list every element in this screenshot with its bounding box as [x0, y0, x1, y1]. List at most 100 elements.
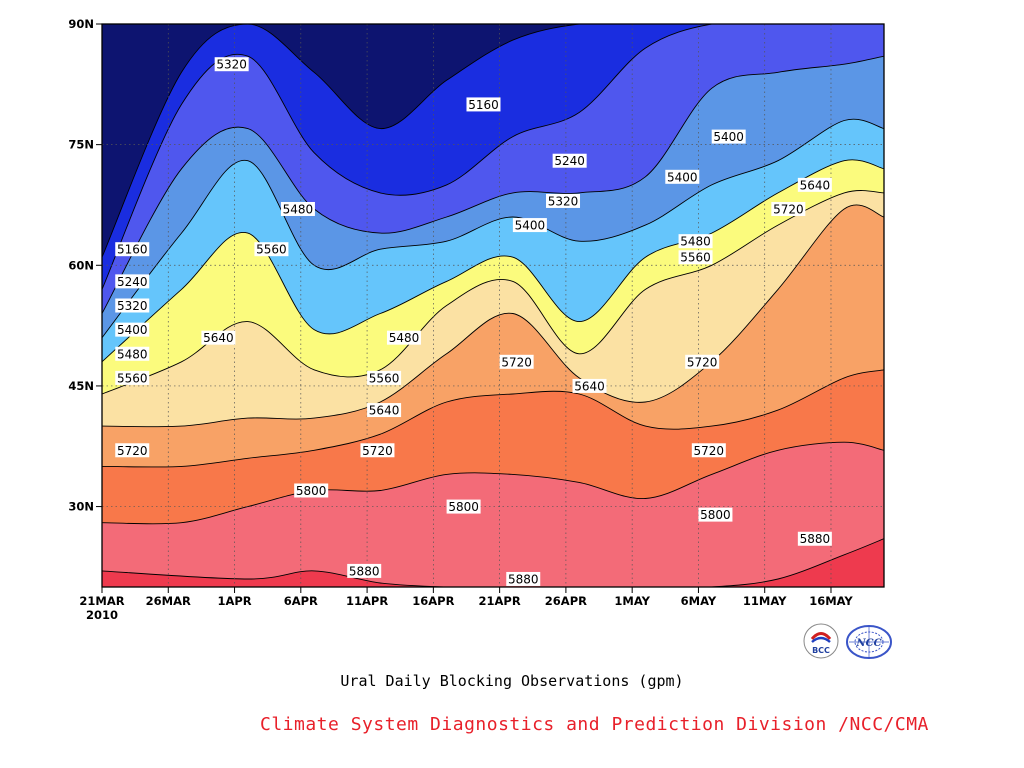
- contour-label-text: 5880: [508, 572, 539, 586]
- contour-label: 5400: [711, 129, 746, 144]
- contour-label-bg: [115, 322, 150, 337]
- x-tick-label: 6MAY: [681, 594, 717, 608]
- contour-label-bg: [214, 57, 249, 72]
- x-tick-label: 26MAR: [146, 594, 191, 608]
- contour-label-text: 5400: [515, 219, 546, 233]
- contour-label-bg: [201, 330, 236, 345]
- bcc-logo: BCC: [802, 622, 840, 664]
- y-tick-label: 45N: [68, 379, 94, 393]
- contour-label-bg: [367, 403, 402, 418]
- contour-label: 5560: [678, 250, 713, 265]
- y-tick-label: 75N: [68, 138, 94, 152]
- contour-label-text: 5400: [667, 170, 698, 184]
- x-tick-label: 21MAR: [79, 594, 124, 608]
- contour-line: [102, 190, 884, 395]
- contour-label-text: 5240: [554, 154, 585, 168]
- contour-band: [102, 24, 884, 290]
- contour-label: 5400: [512, 218, 547, 233]
- contour-label-text: 5320: [117, 299, 148, 313]
- contour-label: 5480: [280, 201, 315, 216]
- contour-label-text: 5480: [680, 235, 711, 249]
- contour-label-text: 5720: [694, 444, 725, 458]
- contour-label-bg: [546, 193, 581, 208]
- contour-label: 5880: [797, 531, 832, 546]
- contour-label-bg: [771, 201, 806, 216]
- contour-line: [102, 159, 884, 363]
- contour-label: 5480: [386, 330, 421, 345]
- contour-label: 5720: [360, 443, 395, 458]
- chart-footer: Climate System Diagnostics and Predictio…: [260, 714, 929, 735]
- contour-label-bg: [572, 378, 607, 393]
- contour-label-text: 5480: [389, 331, 420, 345]
- contour-label-bg: [115, 242, 150, 257]
- contour-line: [102, 55, 884, 314]
- contour-label: 5400: [115, 322, 150, 337]
- contour-label-text: 5640: [203, 331, 234, 345]
- x-year-label: 2010: [86, 608, 118, 622]
- contour-label-text: 5720: [687, 355, 718, 369]
- x-tick-label: 11MAY: [743, 594, 787, 608]
- contour-label: 5240: [115, 274, 150, 289]
- contour-label-text: 5160: [117, 243, 148, 257]
- contour-band: [102, 24, 884, 258]
- contour-label-text: 5640: [369, 404, 400, 418]
- x-tick-label: 1MAY: [614, 594, 650, 608]
- contour-label-text: 5560: [256, 243, 287, 257]
- contour-label-text: 5560: [117, 371, 148, 385]
- x-tick-label: 16APR: [412, 594, 454, 608]
- contour-label: 5640: [367, 403, 402, 418]
- contour-label: 5480: [678, 234, 713, 249]
- contour-label-text: 5320: [548, 194, 579, 208]
- contour-label-bg: [797, 177, 832, 192]
- contour-label: 5720: [499, 354, 534, 369]
- x-axis: 21MAR 26MAR 1APR 6APR 11APR 16APR 21APR 26APR 1M…: [79, 587, 853, 622]
- contour-label: 5880: [506, 571, 541, 586]
- y-tick-label: 90N: [68, 17, 94, 31]
- x-tick-label: 16MAY: [809, 594, 853, 608]
- contour-label-text: 5800: [700, 508, 731, 522]
- y-tick-label: 30N: [68, 500, 94, 514]
- x-tick-label: 6APR: [284, 594, 318, 608]
- contour-label-bg: [360, 443, 395, 458]
- x-tick-label: 11APR: [346, 594, 388, 608]
- contour-label: 5720: [115, 443, 150, 458]
- contour-label-bg: [691, 443, 726, 458]
- x-tick-label: 1APR: [217, 594, 251, 608]
- contour-label-bg: [115, 298, 150, 313]
- contour-label-text: 5720: [773, 202, 804, 216]
- y-tick-label: 60N: [68, 258, 94, 272]
- plot-frame: [101, 23, 885, 588]
- contour-label-text: 5320: [216, 58, 247, 72]
- contour-label: 5320: [546, 193, 581, 208]
- contour-label-text: 5560: [680, 251, 711, 265]
- contour-label-bg: [115, 274, 150, 289]
- contour-label-bg: [347, 563, 382, 578]
- contour-label-bg: [367, 370, 402, 385]
- contour-label: 5800: [446, 499, 481, 514]
- contour-line: [102, 204, 884, 428]
- contour-label: 5320: [115, 298, 150, 313]
- contour-label: 5880: [347, 563, 382, 578]
- contour-label-text: 5880: [800, 532, 831, 546]
- contour-label: 5640: [797, 177, 832, 192]
- ncc-logo: NCC: [845, 624, 893, 664]
- contour-label-bg: [678, 250, 713, 265]
- contour-label-text: 5800: [448, 500, 479, 514]
- contour-label-bg: [115, 443, 150, 458]
- x-tick-label: 26APR: [545, 594, 587, 608]
- contour-label-text: 5880: [349, 564, 380, 578]
- contour-label-text: 5160: [468, 98, 499, 112]
- contour-label: 5800: [698, 507, 733, 522]
- contour-label-text: 5800: [296, 484, 327, 498]
- contour-label-bg: [512, 218, 547, 233]
- contour-label: 5240: [552, 153, 587, 168]
- contour-line: [102, 369, 884, 468]
- contour-label-bg: [499, 354, 534, 369]
- x-tick-label: 21APR: [479, 594, 521, 608]
- contour-label-bg: [466, 97, 501, 112]
- contour-label: 5720: [685, 354, 720, 369]
- contour-line: [102, 538, 884, 587]
- contour-label-bg: [115, 346, 150, 361]
- bcc-logo-text: BCC: [812, 646, 830, 655]
- contour-label: 5160: [466, 97, 501, 112]
